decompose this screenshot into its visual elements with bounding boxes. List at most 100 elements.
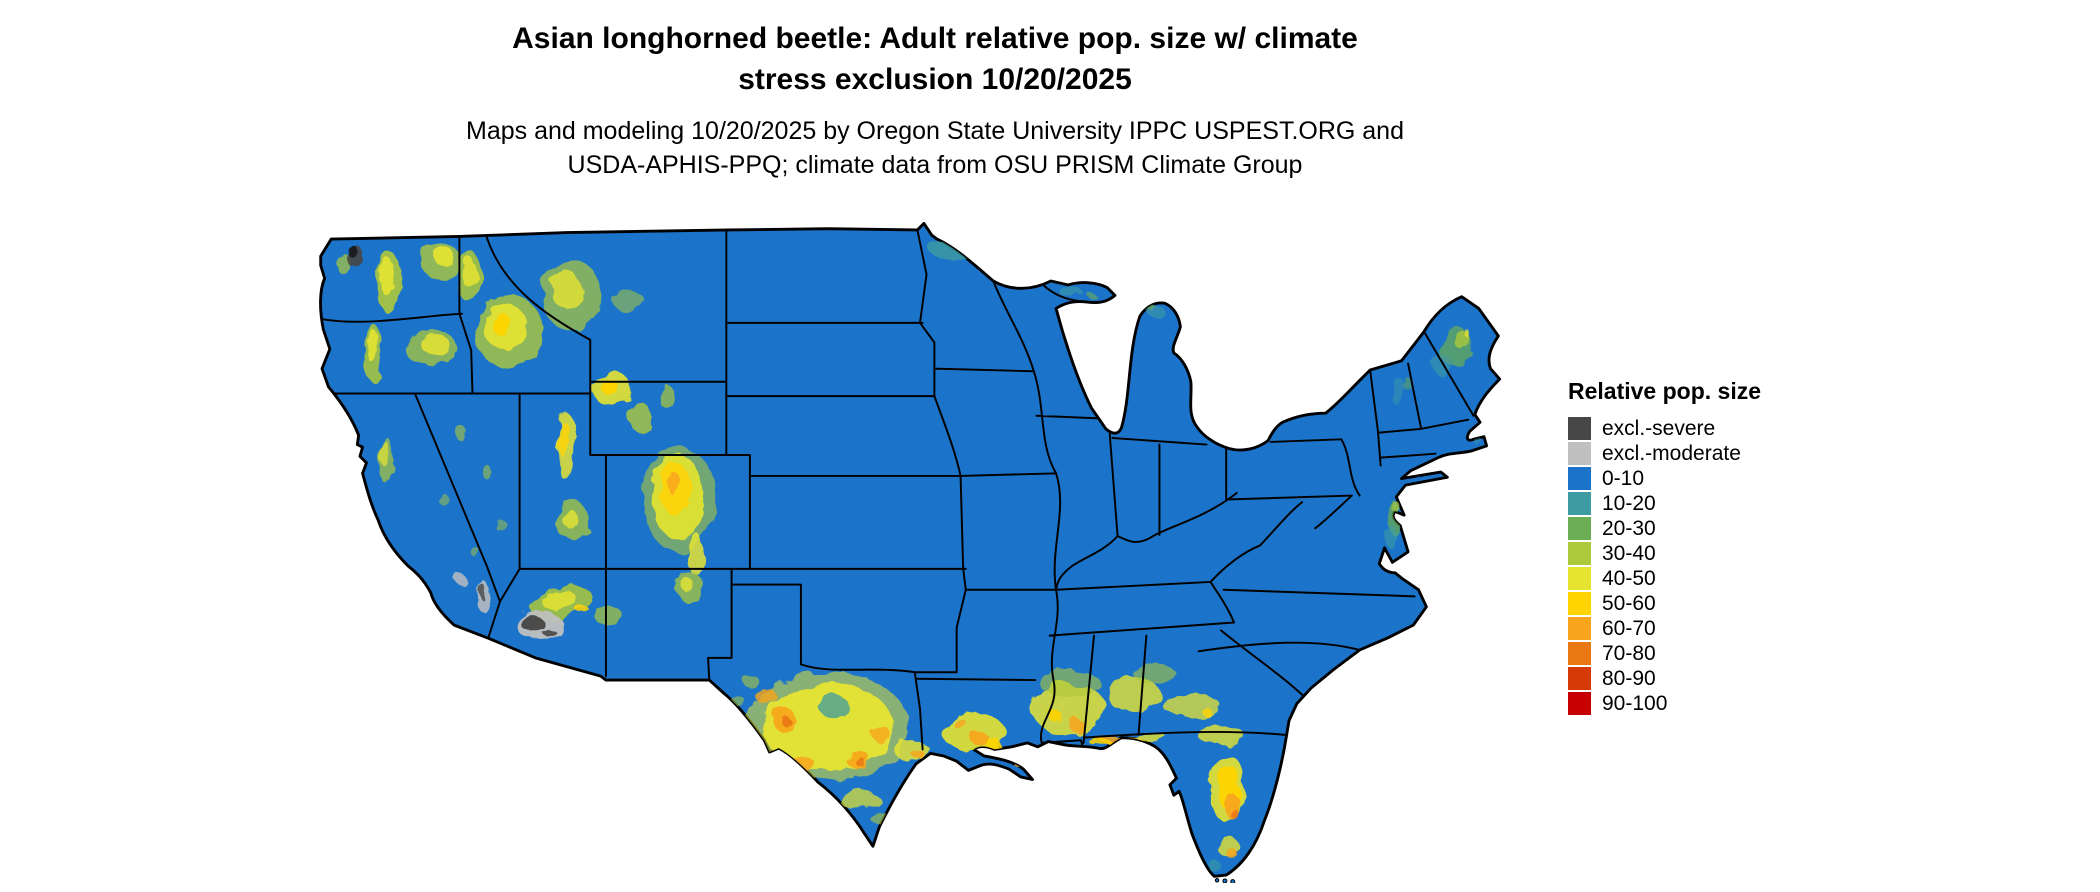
- population-hotspot: [551, 271, 583, 309]
- population-hotspot: [454, 572, 465, 584]
- legend-swatch: [1568, 442, 1591, 465]
- population-hotspot: [687, 533, 706, 576]
- legend-swatch: [1568, 542, 1591, 565]
- population-hotspot: [1230, 808, 1238, 819]
- legend-title: Relative pop. size: [1568, 378, 1762, 404]
- legend-item: 40-50: [1568, 567, 1761, 590]
- population-hotspot: [854, 757, 866, 766]
- legend-item: excl.-severe: [1568, 417, 1761, 440]
- state-borders-group: [320, 228, 1475, 760]
- page-title-line1: Asian longhorned beetle: Adult relative …: [512, 22, 1358, 55]
- population-hotspot: [666, 470, 680, 495]
- legend-item-label: 60-70: [1602, 617, 1656, 640]
- population-hotspot: [367, 329, 379, 364]
- legend-swatch: [1568, 667, 1591, 690]
- legend-item: excl.-moderate: [1568, 442, 1761, 465]
- population-hotspot: [492, 312, 511, 336]
- population-hotspot: [1133, 663, 1176, 685]
- population-hotspot: [1049, 711, 1063, 722]
- legend-swatch: [1568, 592, 1591, 615]
- population-hotspot: [793, 755, 815, 772]
- population-hotspot: [1058, 286, 1083, 297]
- legend-swatch: [1568, 617, 1591, 640]
- legend-item-label: 70-80: [1602, 642, 1656, 665]
- population-hotspot: [463, 257, 477, 289]
- legend-swatch: [1568, 567, 1591, 590]
- legend-item: 60-70: [1568, 617, 1761, 640]
- population-hotspot: [1180, 248, 1215, 259]
- legend-item-label: excl.-moderate: [1602, 442, 1741, 465]
- population-hotspot: [781, 718, 792, 726]
- map-subtitle: Maps and modeling 10/20/2025 by Oregon S…: [320, 114, 1550, 182]
- legend-item: 80-90: [1568, 667, 1761, 690]
- legend-item-label: 50-60: [1602, 592, 1656, 615]
- population-hotspot: [985, 738, 1002, 750]
- map-subtitle-line2: USDA-APHIS-PPQ; climate data from OSU PR…: [567, 151, 1303, 179]
- population-hotspot: [380, 440, 389, 467]
- legend-item-label: 30-40: [1602, 542, 1656, 565]
- map-subtitle-line1: Maps and modeling 10/20/2025 by Oregon S…: [466, 117, 1404, 145]
- population-hotspot: [628, 402, 652, 432]
- population-hotspot: [380, 257, 394, 297]
- population-hotspot: [971, 732, 990, 746]
- legend-item-label: 0-10: [1602, 467, 1645, 490]
- florida-key-dot: [1230, 879, 1236, 883]
- legend-item: 90-100: [1568, 692, 1761, 715]
- population-hotspot: [542, 591, 576, 610]
- population-hotspot: [1391, 502, 1401, 513]
- florida-keys: [1214, 878, 1236, 883]
- population-hotspot: [1108, 677, 1161, 715]
- population-hotspot: [1226, 847, 1237, 859]
- legend-item: 50-60: [1568, 592, 1761, 615]
- population-hotspot: [612, 290, 644, 312]
- population-hotspot: [762, 682, 894, 772]
- population-hotspot: [575, 605, 589, 614]
- legend-items: excl.-severe excl.-moderate 0-10 10-20 20-30…: [1568, 417, 1761, 715]
- population-hotspot: [478, 583, 485, 599]
- population-hotspot: [1404, 377, 1412, 391]
- population-hotspot: [541, 627, 555, 636]
- population-hotspot: [1197, 725, 1245, 745]
- population-hotspot: [1392, 377, 1406, 407]
- map-header: Asian longhorned beetle: Adult relative …: [320, 18, 1550, 182]
- population-hotspot: [1201, 707, 1212, 716]
- population-hotspot: [755, 687, 777, 704]
- florida-key-dot: [1222, 878, 1228, 883]
- legend-swatch: [1568, 467, 1591, 490]
- population-hotspot: [439, 492, 448, 507]
- population-hotspot: [912, 750, 926, 759]
- legend-item-label: excl.-severe: [1602, 417, 1716, 440]
- population-hotspot: [1086, 291, 1095, 297]
- population-hotspot: [471, 546, 480, 558]
- state-borders: [320, 228, 1475, 760]
- population-hotspot: [600, 379, 620, 395]
- population-hotspot: [1069, 719, 1085, 733]
- us-map: [305, 222, 1535, 883]
- legend-item-label: 80-90: [1602, 667, 1656, 690]
- population-hotspot: [519, 614, 544, 631]
- population-hotspot: [954, 719, 968, 730]
- population-hotspot: [817, 695, 850, 717]
- legend-swatch: [1568, 492, 1591, 515]
- population-hotspot: [434, 248, 456, 267]
- population-hotspot: [1163, 694, 1221, 719]
- population-hotspot: [658, 384, 674, 408]
- population-hotspot: [558, 420, 570, 458]
- legend-item-label: 20-30: [1602, 517, 1656, 540]
- legend-swatch: [1568, 417, 1591, 440]
- population-hotspot: [1007, 275, 1016, 282]
- population-hotspot: [496, 519, 507, 533]
- legend-item: 30-40: [1568, 542, 1761, 565]
- legend-item-label: 40-50: [1602, 567, 1656, 590]
- population-hotspot: [1463, 330, 1471, 337]
- legend-item-label: 10-20: [1602, 492, 1656, 515]
- legend-swatch: [1568, 642, 1591, 665]
- population-hotspot: [871, 725, 890, 742]
- population-hotspot: [960, 239, 979, 250]
- legend-item: 10-20: [1568, 492, 1761, 515]
- page-title-line2: stress exclusion 10/20/2025: [738, 63, 1132, 96]
- population-hotspot: [456, 426, 468, 442]
- population-hotspot: [1386, 525, 1396, 550]
- population-hotspot: [347, 244, 357, 258]
